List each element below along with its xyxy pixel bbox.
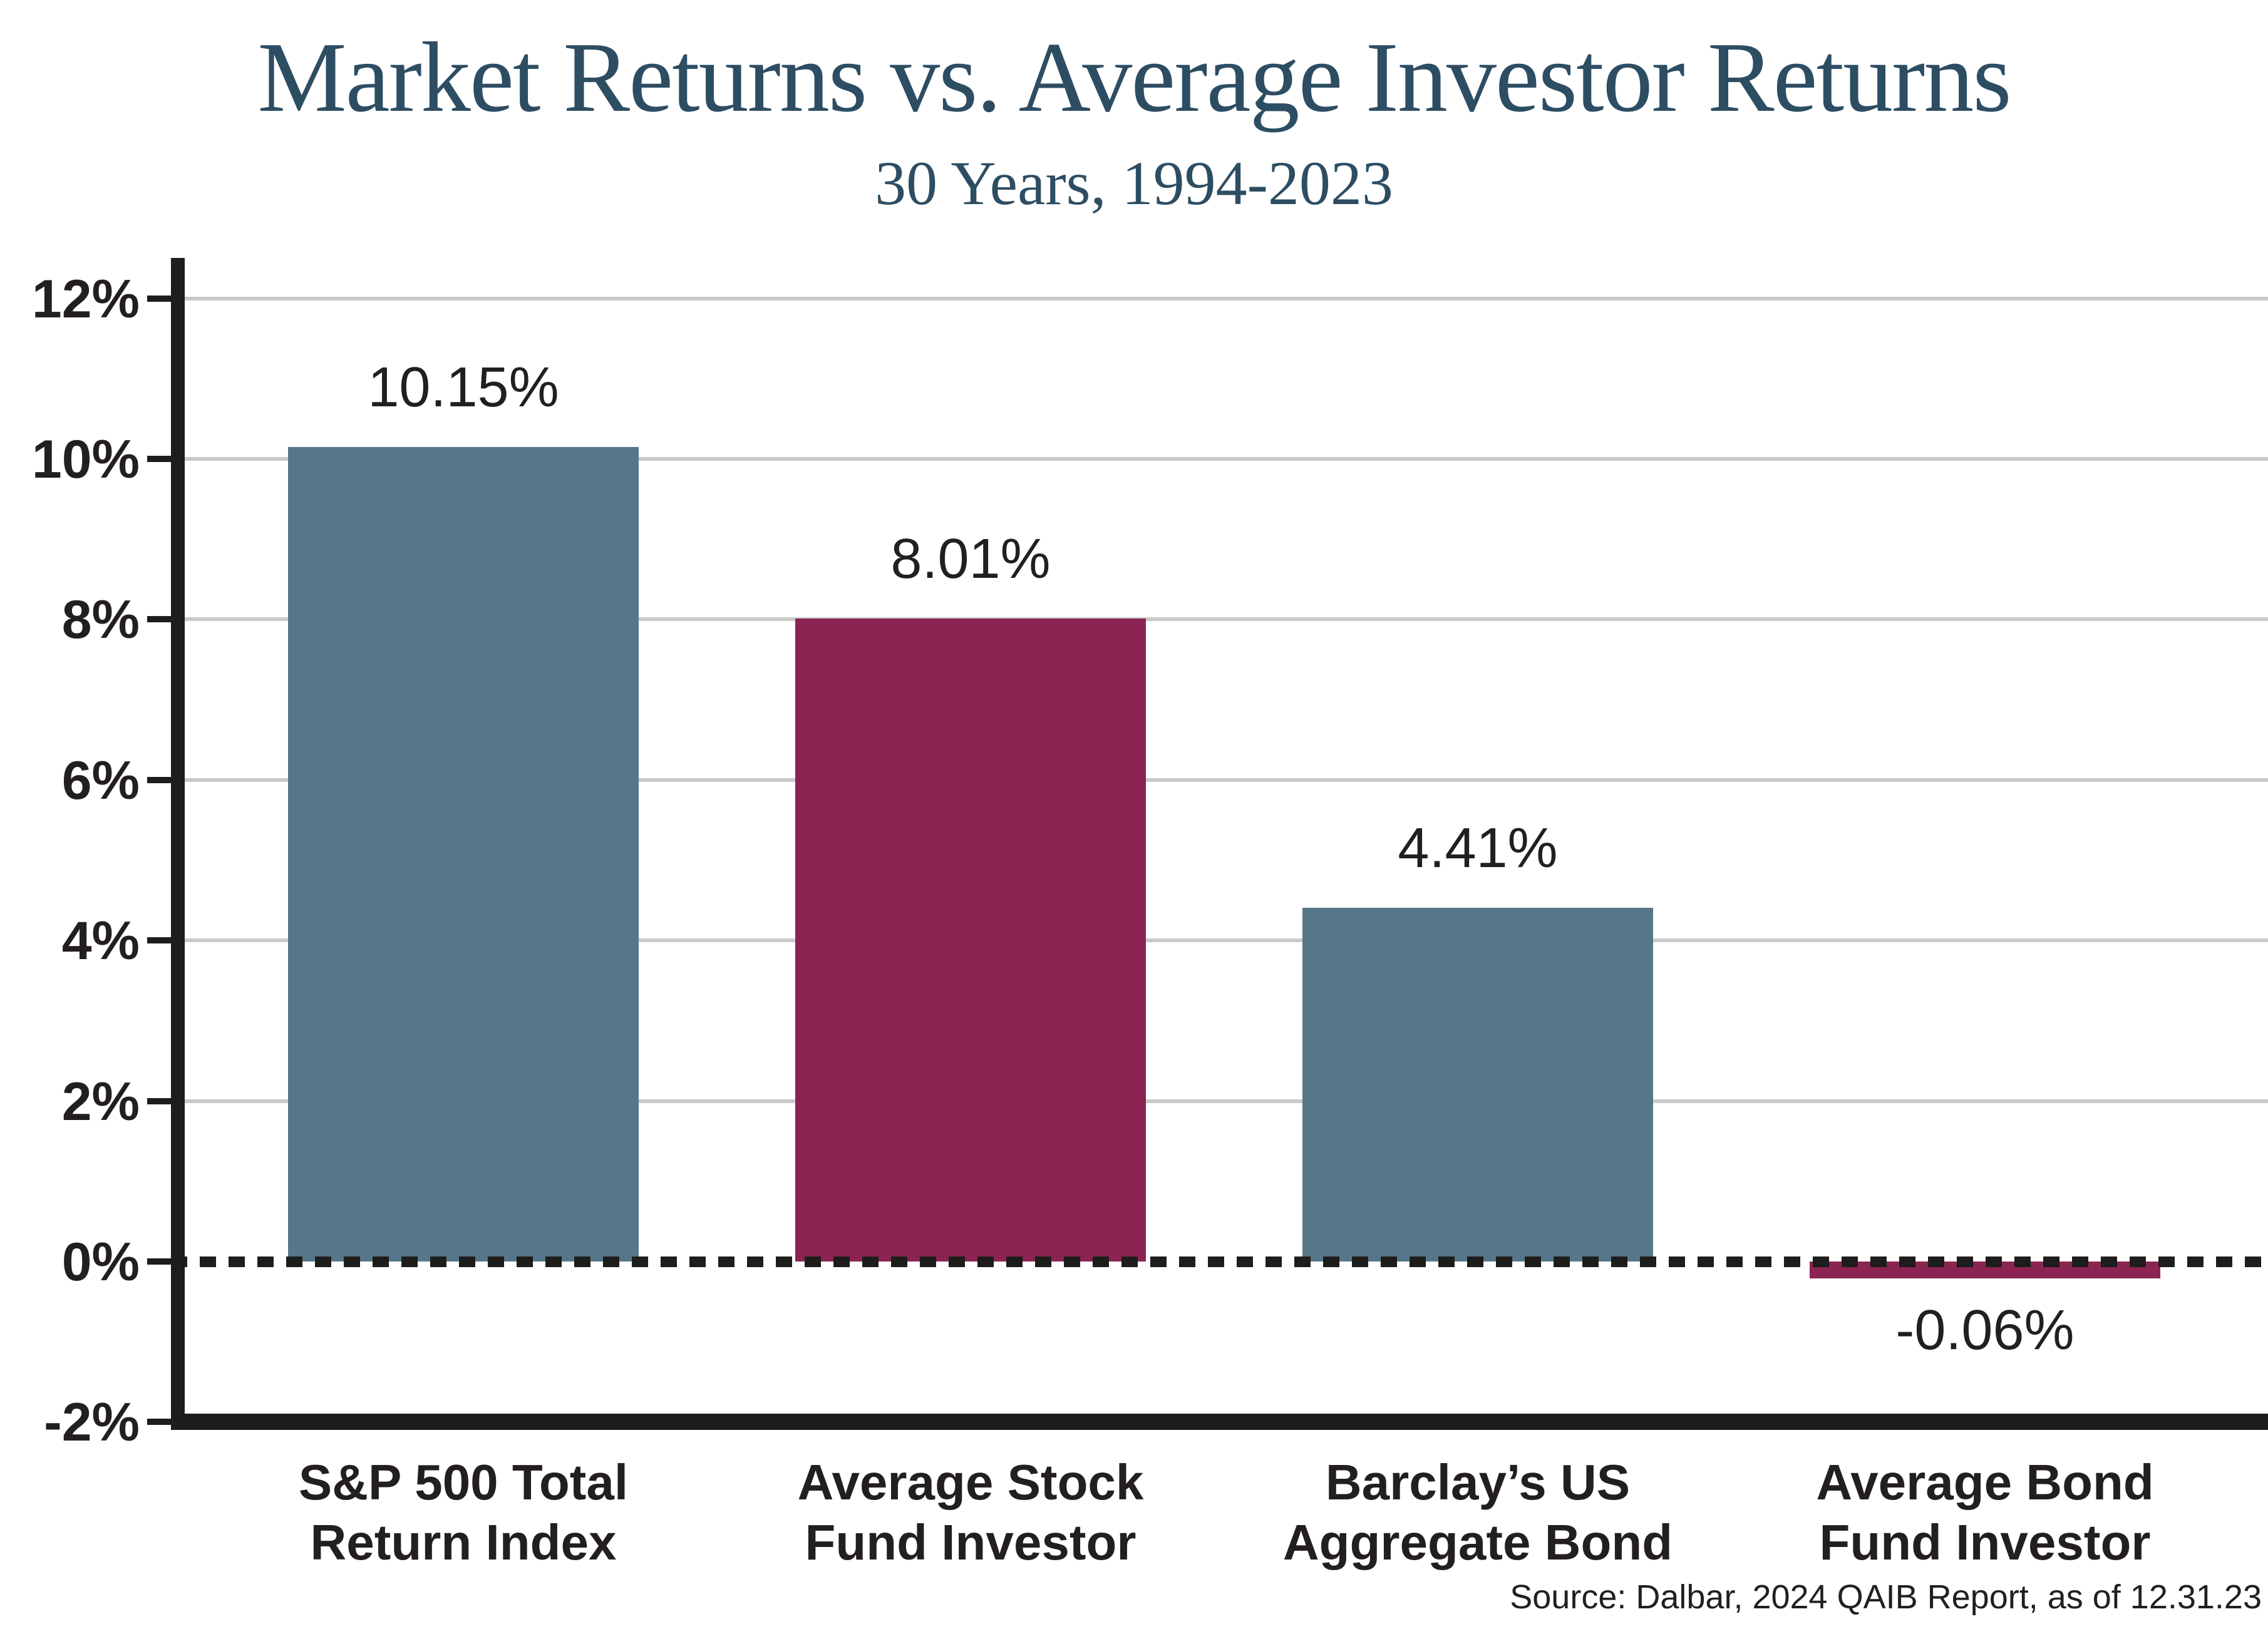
bar-value-label: 10.15%: [368, 356, 559, 419]
y-axis-tick: [147, 776, 171, 783]
gridline: [185, 778, 2268, 782]
y-axis-tick: [147, 1419, 171, 1426]
source-note: Source: Dalbar, 2024 QAIB Report, as of …: [1510, 1578, 2262, 1616]
bar: [288, 446, 639, 1262]
gridline: [185, 296, 2268, 301]
gridline: [185, 938, 2268, 943]
y-axis-tick-label: -2%: [44, 1392, 140, 1453]
category-label-line: Return Index: [310, 1514, 617, 1570]
y-axis-tick-label: 10%: [31, 429, 140, 490]
bar-value-label: 8.01%: [890, 528, 1051, 591]
gridline: [185, 617, 2268, 622]
category-label-line: Aggregate Bond: [1282, 1514, 1673, 1570]
category-label: Barclay’s US Aggregate Bond: [1227, 1452, 1728, 1573]
category-label: S&P 500 Total Return Index: [213, 1452, 714, 1573]
chart-title: Market Returns vs. Average Investor Retu…: [257, 21, 2011, 133]
bar: [795, 619, 1146, 1262]
gridline: [185, 457, 2268, 461]
category-label-line: Average Stock: [797, 1454, 1144, 1510]
y-axis-tick-label: 8%: [61, 590, 140, 650]
gridline: [185, 1099, 2268, 1103]
category-label: Average Bond Fund Investor: [1735, 1452, 2235, 1573]
y-axis-tick: [147, 616, 171, 623]
bar-value-label: -0.06%: [1895, 1299, 2075, 1362]
category-label-line: S&P 500 Total: [298, 1454, 629, 1510]
y-axis-tick-label: 0%: [61, 1232, 140, 1292]
y-axis-line: [171, 258, 185, 1430]
chart-subtitle: 30 Years, 1994-2023: [875, 148, 1393, 218]
y-axis-tick: [147, 1258, 171, 1265]
y-axis-tick-label: 12%: [31, 269, 140, 329]
y-axis-tick: [147, 295, 171, 302]
y-axis-tick: [147, 937, 171, 944]
category-label-line: Barclay’s US: [1325, 1454, 1631, 1510]
y-axis-tick-label: 6%: [61, 750, 140, 811]
category-label-line: Fund Investor: [805, 1514, 1137, 1570]
category-label-line: Fund Investor: [1819, 1514, 2151, 1570]
category-label: Average Stock Fund Investor: [720, 1452, 1221, 1573]
category-label-line: Average Bond: [1816, 1454, 2154, 1510]
bar: [1302, 907, 1653, 1262]
zero-baseline: [171, 1256, 2268, 1267]
y-axis-tick: [147, 1097, 171, 1104]
bar-value-label: 4.41%: [1398, 816, 1558, 880]
y-axis-tick-label: 4%: [61, 911, 140, 972]
y-axis-tick-label: 2%: [61, 1071, 140, 1132]
y-axis-tick: [147, 456, 171, 462]
x-axis-line: [171, 1414, 2268, 1430]
